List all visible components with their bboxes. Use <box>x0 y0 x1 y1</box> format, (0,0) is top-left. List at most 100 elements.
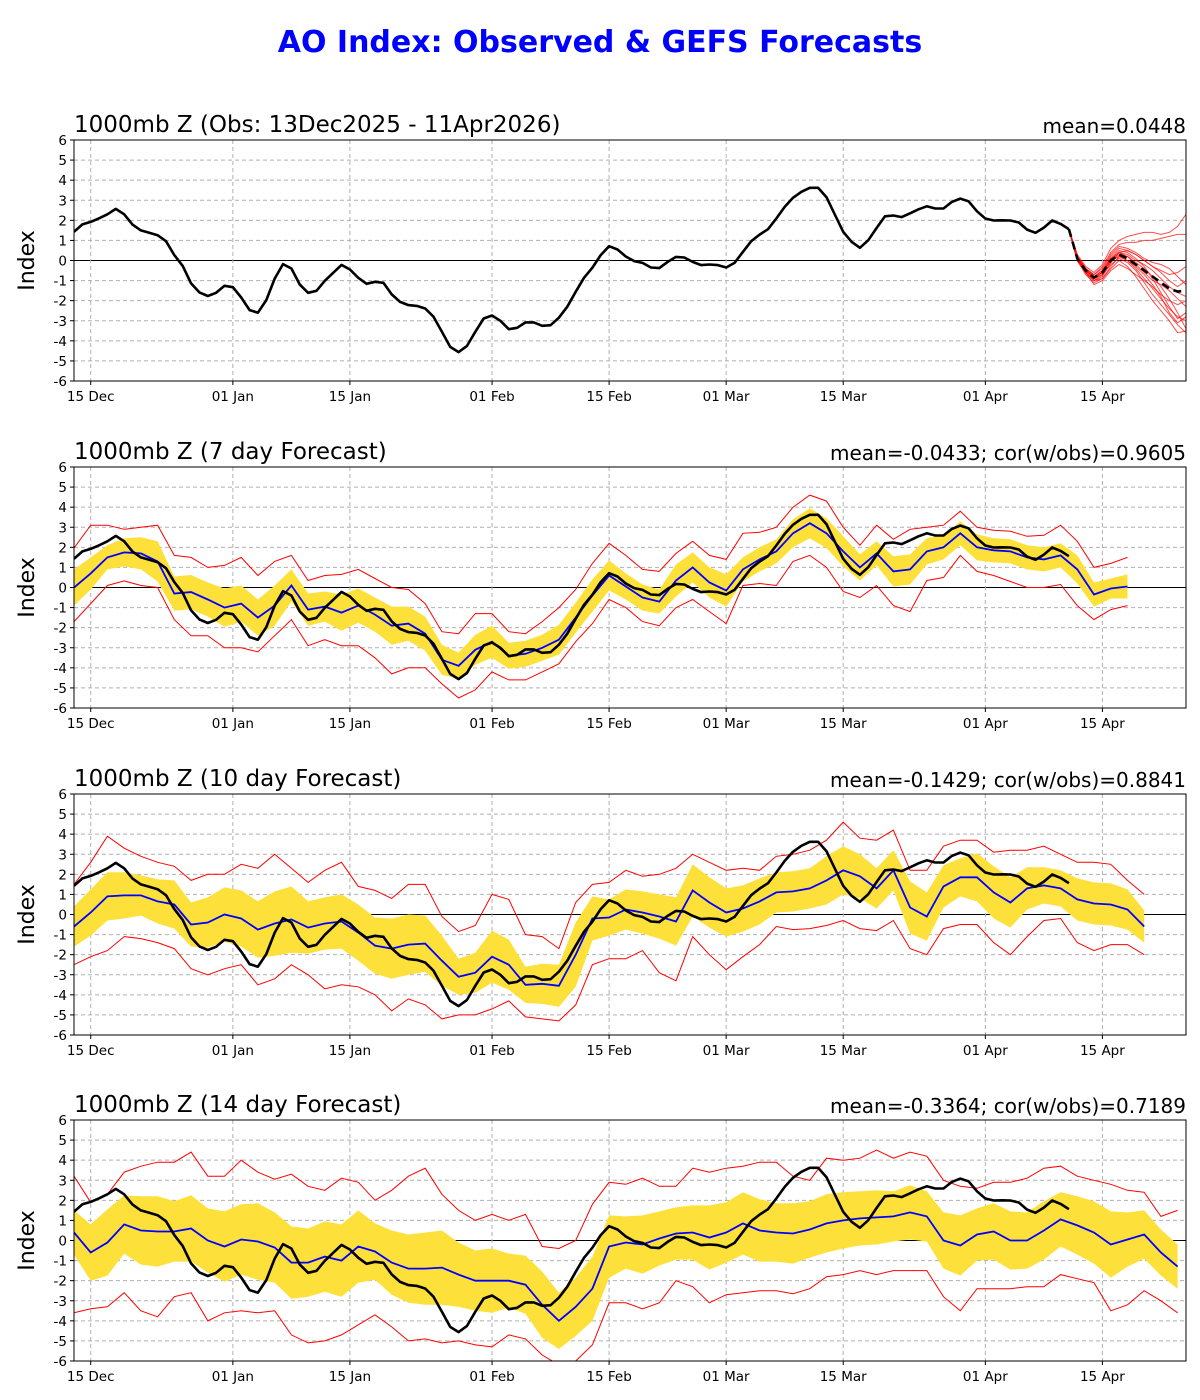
ensemble-spread-band <box>74 1185 1178 1349</box>
ensemble-spread-band <box>74 846 1145 1007</box>
x-tick-label: 15 Feb <box>586 1369 631 1385</box>
y-tick-label: 6 <box>58 460 67 476</box>
y-tick-label: 5 <box>58 153 67 169</box>
y-tick-label: -4 <box>54 334 67 350</box>
panel-title: 1000mb Z (10 day Forecast) <box>74 766 401 792</box>
y-tick-label: -5 <box>54 681 67 697</box>
x-tick-label: 15 Dec <box>67 716 115 732</box>
panel-stats: mean=-0.0433; cor(w/obs)=0.9605 <box>830 441 1186 465</box>
x-tick-label: 15 Dec <box>67 389 115 405</box>
y-tick-label: -3 <box>54 968 67 984</box>
figure-title: AO Index: Observed & GEFS Forecasts <box>278 25 922 60</box>
x-tick-label: 15 Jan <box>329 389 371 405</box>
x-tick-label: 01 Feb <box>469 389 514 405</box>
y-tick-label: -3 <box>54 1294 67 1310</box>
x-tick-label: 01 Jan <box>212 389 254 405</box>
ensemble-min-line <box>74 554 1128 699</box>
panel-2: -6 -5 -4 -3 -2 -1 0 1 2 3 4 5 6 15 Dec 01 Jan 15 Jan 01 … <box>15 439 1187 732</box>
x-tick-label: 15 Dec <box>67 1043 115 1059</box>
observed-line <box>74 513 1070 681</box>
y-tick-label: -2 <box>54 1274 67 1290</box>
y-tick-label: -5 <box>54 1334 67 1350</box>
x-tick-label: 15 Apr <box>1080 389 1125 405</box>
y-tick-label: 3 <box>58 520 67 536</box>
y-tick-label: 5 <box>58 480 67 496</box>
y-tick-label: -1 <box>54 1254 67 1270</box>
x-tick-label: 15 Jan <box>329 1369 371 1385</box>
y-tick-label: -2 <box>54 294 67 310</box>
y-tick-label: 1 <box>58 560 67 576</box>
x-tick-label: 15 Mar <box>820 389 867 405</box>
panel-stats: mean=-0.3364; cor(w/obs)=0.7189 <box>830 1094 1186 1118</box>
panel-3: -6 -5 -4 -3 -2 -1 0 1 2 3 4 5 6 15 Dec 01 Jan 15 Jan 01 … <box>15 766 1187 1059</box>
y-tick-label: 5 <box>58 1133 67 1149</box>
plot-border <box>73 466 1187 709</box>
y-tick-label: -6 <box>54 374 67 390</box>
x-tick-label: 01 Apr <box>963 1043 1008 1059</box>
ensemble-member-line <box>1068 229 1186 298</box>
x-tick-label: 01 Jan <box>212 1043 254 1059</box>
y-axis-label: Index <box>15 557 40 618</box>
ensemble-max-line <box>74 821 1145 950</box>
plot-border <box>73 1119 1187 1362</box>
plot-series <box>74 186 1186 354</box>
x-tick-label: 01 Feb <box>469 1369 514 1385</box>
x-tick-label: 15 Feb <box>586 1043 631 1059</box>
x-tick-label: 15 Jan <box>329 1043 371 1059</box>
y-tick-label: 4 <box>58 1153 67 1169</box>
x-tick-label: 15 Feb <box>586 389 631 405</box>
plot-series <box>74 821 1145 1022</box>
y-tick-label: 1 <box>58 887 67 903</box>
y-tick-label: 2 <box>58 213 67 229</box>
ensemble-mean-line <box>74 1211 1179 1323</box>
y-axis-label: Index <box>15 1210 40 1271</box>
x-tick-label: 15 Apr <box>1080 1043 1125 1059</box>
y-tick-label: 6 <box>58 1113 67 1129</box>
ensemble-mean-line <box>74 522 1128 667</box>
y-tick-label: 6 <box>58 133 67 149</box>
y-tick-label: 0 <box>58 254 67 270</box>
y-axis-label: Index <box>15 230 40 291</box>
y-tick-label: 0 <box>58 1234 67 1250</box>
x-tick-label: 01 Feb <box>469 1043 514 1059</box>
ensemble-max-line <box>74 494 1128 635</box>
y-tick-label: -4 <box>54 1314 67 1330</box>
y-tick-label: 3 <box>58 193 67 209</box>
y-tick-label: -6 <box>54 1354 67 1370</box>
y-tick-label: 3 <box>58 847 67 863</box>
panel-1: -6 -5 -4 -3 -2 -1 0 1 2 3 4 5 6 15 Dec 01 Jan 15 Jan 01 … <box>15 112 1187 405</box>
y-tick-label: -6 <box>54 701 67 717</box>
y-tick-label: -5 <box>54 354 67 370</box>
ensemble-spread-band <box>74 508 1128 679</box>
y-tick-label: 4 <box>58 173 67 189</box>
y-tick-label: 2 <box>58 540 67 556</box>
panel-stats: mean=0.0448 <box>1043 114 1186 138</box>
y-axis-label: Index <box>15 884 40 945</box>
panel-stats: mean=-0.1429; cor(w/obs)=0.8841 <box>830 768 1186 792</box>
plot-series <box>74 494 1128 699</box>
x-tick-label: 15 Mar <box>820 1043 867 1059</box>
ensemble-min-line <box>74 917 1145 1022</box>
y-tick-label: -3 <box>54 314 67 330</box>
observed-line <box>74 186 1070 354</box>
y-tick-label: -2 <box>54 621 67 637</box>
panel-4: -6 -5 -4 -3 -2 -1 0 1 2 3 4 5 6 15 Dec 01 Jan 15 Jan 01 … <box>15 1092 1187 1385</box>
y-tick-label: 3 <box>58 1173 67 1189</box>
panel-title: 1000mb Z (Obs: 13Dec2025 - 11Apr2026) <box>74 112 560 138</box>
ensemble-member-line <box>1068 229 1186 306</box>
panel-title: 1000mb Z (7 day Forecast) <box>74 439 387 465</box>
x-tick-label: 01 Mar <box>703 1043 750 1059</box>
x-tick-label: 01 Mar <box>703 1369 750 1385</box>
y-tick-label: -4 <box>54 661 67 677</box>
x-tick-label: 01 Jan <box>212 1369 254 1385</box>
x-tick-label: 01 Mar <box>703 716 750 732</box>
y-tick-label: -3 <box>54 641 67 657</box>
y-tick-label: 4 <box>58 827 67 843</box>
ensemble-max-line <box>74 1149 1178 1250</box>
plot-series <box>74 1149 1179 1361</box>
y-tick-label: 4 <box>58 500 67 516</box>
x-tick-label: 01 Feb <box>469 716 514 732</box>
y-tick-label: -4 <box>54 988 67 1004</box>
x-tick-label: 15 Apr <box>1080 1369 1125 1385</box>
y-tick-label: 0 <box>58 908 67 924</box>
